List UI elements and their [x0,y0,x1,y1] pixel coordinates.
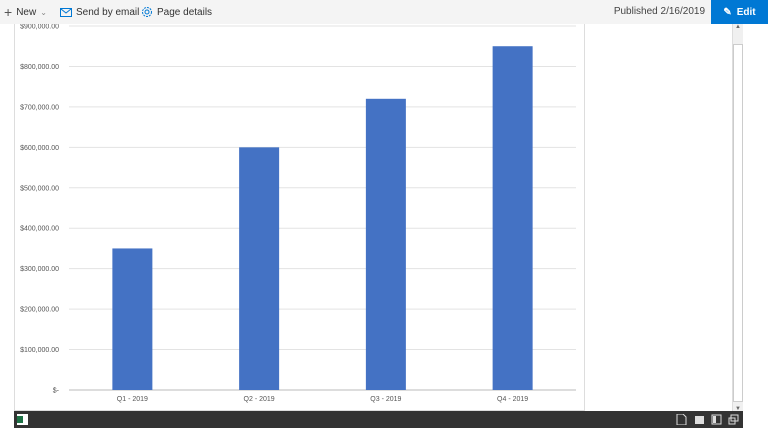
send-by-email-button[interactable]: Send by email [60,0,139,24]
excel-icon [17,414,28,425]
gear-icon [142,7,152,17]
command-bar: + New ⌄ Send by email Page details Publi… [0,0,768,24]
download-icon[interactable] [676,414,687,425]
y-tick-label: $600,000.00 [20,145,59,152]
mail-icon [60,7,72,17]
x-tick-label: Q2 - 2019 [244,396,275,403]
bar[interactable] [112,248,153,390]
y-tick-label: $800,000.00 [20,64,59,71]
chevron-down-icon: ⌄ [40,7,47,17]
y-tick-label: $400,000.00 [20,226,59,233]
x-tick-label: Q4 - 2019 [497,396,528,403]
bar[interactable] [365,98,406,391]
bar[interactable] [239,147,280,390]
scroll-down-icon[interactable]: ▼ [735,406,741,412]
bar-chart: $- $100,000.00 $200,000.00 $300,000.00 $400,… [20,24,576,403]
y-tick-label: $- [53,388,60,395]
panel-icon[interactable] [711,414,722,425]
edit-label: Edit [736,6,756,18]
print-icon[interactable] [694,414,705,425]
scroll-thumb[interactable] [733,44,743,402]
excel-status-bar [14,411,743,428]
details-label: Page details [157,6,213,18]
send-label: Send by email [76,6,140,18]
y-tick-label: $900,000.00 [20,24,59,31]
scroll-up-icon[interactable]: ▲ [735,24,741,30]
y-tick-label: $500,000.00 [20,185,59,192]
edit-button[interactable]: ✎ Edit [711,0,768,24]
new-label: New [16,6,37,18]
excel-chart: $- $100,000.00 $200,000.00 $300,000.00 $400,… [14,24,585,411]
y-tick-label: $300,000.00 [20,266,59,273]
new-button[interactable]: + New ⌄ [4,0,47,24]
popout-icon[interactable] [728,414,739,425]
published-status: Published 2/16/2019 [613,6,705,17]
y-tick-label: $100,000.00 [20,347,59,354]
x-tick-label: Q1 - 2019 [117,396,148,403]
vertical-scrollbar[interactable]: ▲ ▼ [732,24,743,412]
pencil-icon: ✎ [723,6,732,18]
x-tick-label: Q3 - 2019 [370,396,401,403]
bar[interactable] [492,46,533,390]
plus-icon: + [4,4,13,20]
y-tick-label: $700,000.00 [20,104,59,111]
page-details-button[interactable]: Page details [141,0,212,24]
y-tick-label: $200,000.00 [20,307,59,314]
